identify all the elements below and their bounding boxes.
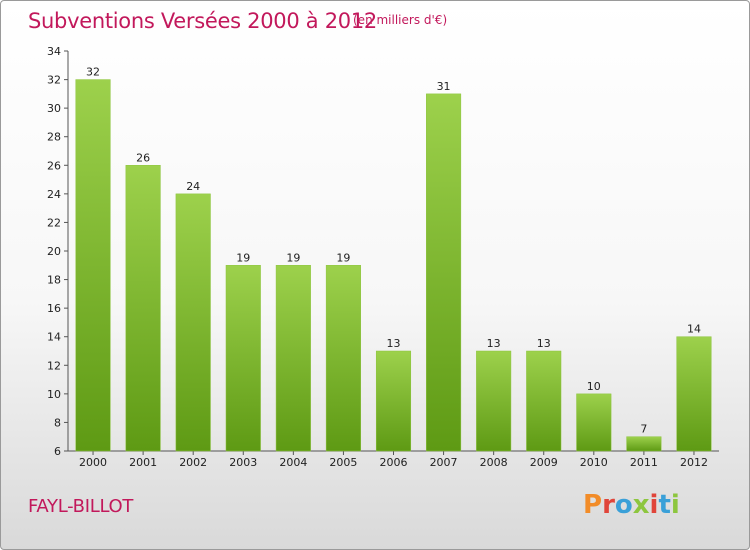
x-tick-label: 2001 <box>129 456 157 469</box>
bar-value-label: 31 <box>437 80 451 93</box>
commune-name: FAYL-BILLOT <box>28 496 134 517</box>
x-tick-label: 2008 <box>480 456 508 469</box>
y-tick-label: 6 <box>54 445 61 458</box>
x-tick-label: 2006 <box>380 456 408 469</box>
y-tick-label: 34 <box>47 45 61 58</box>
x-tick-label: 2012 <box>680 456 708 469</box>
y-tick-label: 26 <box>47 159 61 172</box>
bar-2009 <box>526 350 562 452</box>
bar-value-label: 7 <box>640 423 647 436</box>
x-tick-label: 2005 <box>329 456 357 469</box>
chart-title: Subventions Versées 2000 à 2012 <box>28 9 377 33</box>
bar-2002 <box>175 193 211 452</box>
bar-value-label: 14 <box>687 323 701 336</box>
bar-2005 <box>325 265 361 452</box>
logo-letter: i <box>649 490 659 520</box>
y-tick-label: 10 <box>47 388 61 401</box>
bar-value-label: 13 <box>537 337 551 350</box>
y-tick-label: 16 <box>47 302 61 315</box>
x-tick-label: 2010 <box>580 456 608 469</box>
x-tick-label: 2004 <box>279 456 307 469</box>
y-tick-label: 22 <box>47 216 61 229</box>
logo-letter: i <box>670 490 680 520</box>
x-tick-label: 2000 <box>79 456 107 469</box>
x-tick-label: 2003 <box>229 456 257 469</box>
y-tick-label: 20 <box>47 245 61 258</box>
y-tick-label: 14 <box>47 331 61 344</box>
bar-value-label: 19 <box>336 251 350 264</box>
bar-2004 <box>275 265 311 452</box>
x-tick-label: 2011 <box>630 456 658 469</box>
bar-value-label: 19 <box>236 251 250 264</box>
y-tick-label: 24 <box>47 188 61 201</box>
x-tick-label: 2009 <box>530 456 558 469</box>
chart-subtitle: (en milliers d'€) <box>353 13 448 27</box>
bar-value-label: 13 <box>487 337 501 350</box>
bar-value-label: 10 <box>587 380 601 393</box>
logo-letter: o <box>614 490 633 520</box>
bar-2010 <box>576 393 612 452</box>
logo-letter: r <box>602 490 615 520</box>
bar-2003 <box>225 265 261 452</box>
bar-value-label: 13 <box>387 337 401 350</box>
y-tick-label: 28 <box>47 131 61 144</box>
bar-2006 <box>375 350 412 452</box>
y-tick-label: 8 <box>54 416 61 429</box>
bar-2011 <box>626 436 662 452</box>
bar-value-label: 24 <box>186 180 200 193</box>
x-tick-label: 2007 <box>430 456 458 469</box>
bar-value-label: 32 <box>86 66 100 79</box>
logo-letter: P <box>583 490 603 520</box>
proxiti-logo[interactable]: Proxiti <box>583 490 680 520</box>
bar-2001 <box>125 165 161 452</box>
y-tick-label: 32 <box>47 74 61 87</box>
bar-2008 <box>476 350 512 452</box>
y-tick-label: 30 <box>47 102 61 115</box>
bar-2012 <box>676 336 712 452</box>
bar-value-label: 19 <box>286 251 300 264</box>
logo-letter: x <box>632 490 650 520</box>
logo-letter: t <box>658 490 671 520</box>
bar-2000 <box>75 79 111 452</box>
bar-value-label: 26 <box>136 151 150 164</box>
x-tick-label: 2002 <box>179 456 207 469</box>
y-tick-label: 12 <box>47 359 61 372</box>
y-tick-label: 18 <box>47 274 61 287</box>
bar-2007 <box>426 93 462 452</box>
